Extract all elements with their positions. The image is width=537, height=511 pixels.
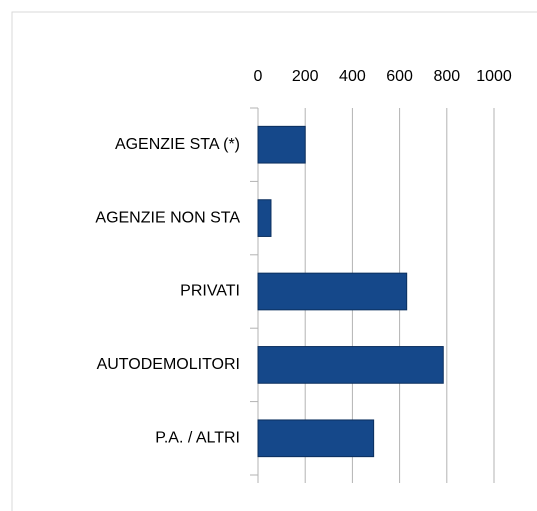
bar <box>257 272 408 311</box>
y-tick-label: PRIVATI <box>180 283 240 300</box>
bar <box>257 125 306 164</box>
x-tick-label: 0 <box>254 68 263 85</box>
bar <box>257 346 444 384</box>
y-tick-label: AGENZIE NON STA <box>95 209 240 226</box>
bar <box>257 419 375 458</box>
y-tick-label: AUTODEMOLITORI <box>97 356 240 373</box>
x-tick-label: 400 <box>339 68 366 85</box>
x-tick-label: 1000 <box>476 68 512 85</box>
y-tick-label: P.A. / ALTRI <box>155 430 240 447</box>
frame <box>11 11 537 511</box>
x-tick-label: 800 <box>433 68 460 85</box>
bar <box>257 199 272 237</box>
y-tick-label: AGENZIE STA (*) <box>115 136 240 153</box>
x-tick-label: 600 <box>386 68 413 85</box>
x-tick-label: 200 <box>292 68 319 85</box>
